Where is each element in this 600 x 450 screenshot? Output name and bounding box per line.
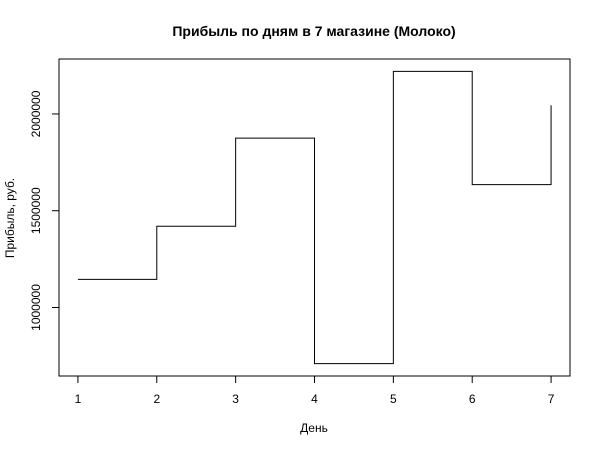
chart-marks <box>77 70 552 365</box>
x-tick-label: 6 <box>469 392 476 406</box>
x-tick-label: 5 <box>390 392 397 406</box>
x-tick-label: 1 <box>75 392 82 406</box>
x-tick-label: 7 <box>548 392 555 406</box>
series-line <box>77 70 552 365</box>
x-tick-label: 4 <box>311 392 318 406</box>
x-tick-label: 2 <box>153 392 160 406</box>
y-axis-label: Прибыль, руб. <box>3 178 17 258</box>
y-axis: 1000000 1500000 2000000 <box>29 90 60 331</box>
chart-title: Прибыль по дням в 7 магазине (Молоко) <box>172 23 455 39</box>
y-tick-label: 1500000 <box>29 187 43 234</box>
x-axis: 1 2 3 4 5 6 7 <box>75 375 555 406</box>
y-tick-label: 2000000 <box>29 90 43 137</box>
x-tick-label: 3 <box>232 392 239 406</box>
x-axis-label: День <box>300 421 328 435</box>
y-tick-label: 1000000 <box>29 284 43 331</box>
